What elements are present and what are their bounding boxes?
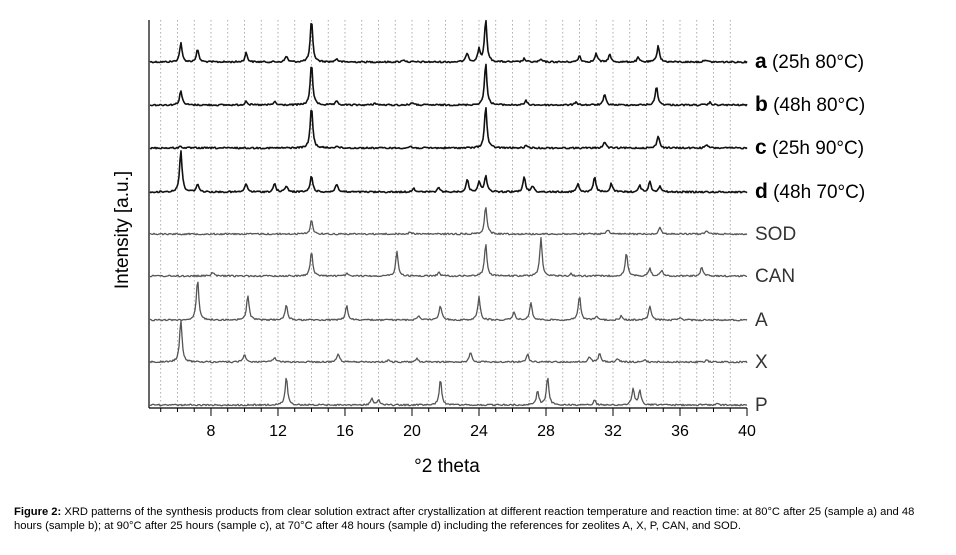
trace-b bbox=[149, 63, 748, 107]
x-tick-label: 16 bbox=[336, 423, 354, 440]
series-label-b: b (48h 80°C) bbox=[755, 93, 865, 116]
x-tick-label: 28 bbox=[537, 423, 555, 440]
xrd-chart: a (25h 80°C) b (48h 80°C) c (25h 90°C) d (4… bbox=[112, 19, 865, 477]
series-label-CAN: CAN bbox=[755, 266, 795, 287]
series-label-A: A bbox=[755, 310, 768, 331]
series-labels: a (25h 80°C) b (48h 80°C) c (25h 90°C) d (4… bbox=[755, 50, 865, 416]
series-label-c: c (25h 90°C) bbox=[755, 136, 864, 159]
x-ticks: 8 12 16 20 24 28 32 36 40 bbox=[160, 408, 756, 440]
series-label-d: d (48h 70°C) bbox=[755, 180, 865, 203]
trace-A bbox=[149, 281, 748, 322]
series-label-X: X bbox=[755, 352, 768, 373]
xrd-traces bbox=[149, 19, 748, 407]
trace-CAN bbox=[149, 237, 748, 278]
x-axis-label: °2 theta bbox=[414, 456, 480, 477]
grid-lines bbox=[160, 20, 731, 408]
x-tick-label: 8 bbox=[207, 423, 216, 440]
caption-label: Figure 2: bbox=[14, 506, 62, 518]
series-label-P: P bbox=[755, 395, 768, 416]
trace-d bbox=[149, 150, 748, 194]
series-label-SOD: SOD bbox=[755, 224, 796, 245]
x-tick-label: 12 bbox=[269, 423, 287, 440]
trace-c bbox=[149, 107, 748, 150]
x-tick-label: 36 bbox=[671, 423, 689, 440]
series-label-a: a (25h 80°C) bbox=[755, 50, 864, 73]
x-tick-label: 40 bbox=[738, 423, 756, 440]
axes: 8 12 16 20 24 28 32 36 40 bbox=[148, 20, 756, 440]
y-axis-label: Intensity [a.u.] bbox=[112, 171, 133, 289]
x-tick-label: 20 bbox=[403, 423, 421, 440]
trace-X bbox=[149, 319, 748, 364]
x-tick-label: 24 bbox=[470, 423, 488, 440]
figure-caption: Figure 2: XRD patterns of the synthesis … bbox=[14, 506, 942, 533]
trace-SOD bbox=[149, 207, 748, 236]
trace-a bbox=[149, 19, 748, 64]
trace-P bbox=[149, 377, 748, 407]
x-tick-label: 32 bbox=[604, 423, 622, 440]
caption-text: XRD patterns of the synthesis products f… bbox=[14, 506, 915, 532]
